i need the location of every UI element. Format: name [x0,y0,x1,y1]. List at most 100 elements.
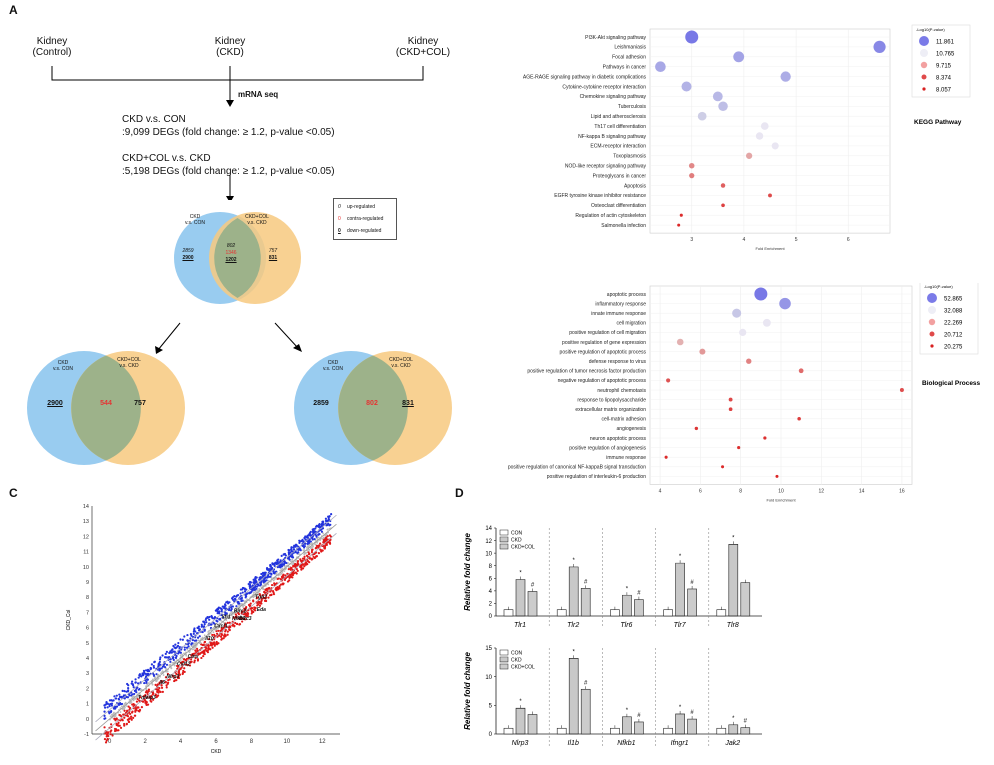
down-point [246,615,250,618]
up-point [169,660,172,663]
y-tick-label: 14 [83,504,89,510]
up-point [245,595,248,598]
enrichment-dot [712,91,723,102]
down-point [313,556,316,560]
flowchart-lines [51,66,424,200]
down-point [281,582,284,585]
neutral-point [135,697,137,700]
x-tick-label: 8 [739,488,742,494]
bar-ckd [675,562,685,617]
down-point [109,730,112,733]
up-point [143,681,146,685]
venn-arrows [155,322,302,354]
group-ckdcol-label: Kidney (CKD+COL) [395,36,451,58]
category-label: Salmonella infection [601,223,646,229]
down-point [158,681,161,684]
neutral-point [113,711,115,714]
legend-label: CKD+COL [511,545,535,551]
enrichment-dot [771,142,779,150]
y-tick-label: 10 [485,551,492,557]
x-tick-label: 4 [659,488,662,494]
enrichment-dot [768,193,772,198]
down-point [252,599,255,602]
down-point [181,671,185,675]
down-point [193,659,196,662]
up-point [273,564,276,568]
x-tick-label: 8 [250,739,254,745]
up-point [142,669,146,673]
bar-ckd [728,544,739,617]
bar-ckdcol [580,688,591,735]
down-point [177,670,180,673]
down-point [317,551,321,555]
gene-label: Clns [188,654,199,660]
down-point [319,542,322,545]
legend-down-label: down-regulated [347,228,382,234]
legend-dot [927,293,937,303]
down-point [211,633,214,637]
down-point [164,681,167,684]
up-point [313,538,316,541]
legend-swatch [499,529,509,536]
up-point [174,643,177,646]
up-point [202,625,205,628]
y-tick-label: 1 [86,702,89,708]
up-point [237,602,240,605]
up-point [164,652,167,656]
down-point [203,650,206,653]
down-point [157,689,160,692]
up-point [183,646,186,649]
bar-con [663,609,673,617]
gene-label: Tnfaip3 [138,695,156,701]
up-point [224,612,227,616]
up-point [231,605,234,608]
neutral-point [305,546,308,549]
down-point [123,724,126,727]
y-tick-label: 5 [489,704,493,710]
down-point [121,719,124,722]
neutral-point [186,648,189,651]
up-point [165,663,169,666]
up-point [316,525,319,528]
up-point [105,702,108,705]
neutral-point [238,604,240,607]
down-point [136,697,139,701]
up-point [196,636,200,639]
venn-main-left-label: CKD v.s. CON [185,214,205,226]
down-point [255,597,258,600]
up-point [175,656,178,660]
venn-left-left-count: 2900 [47,400,63,407]
neutral-point [215,628,218,631]
up-point [328,524,331,527]
enrichment-dot [689,172,695,179]
bar-ckd [515,579,526,617]
down-point [175,664,179,668]
up-point [220,608,223,611]
gene-label: Sfi1 [221,614,230,620]
neutral-point [109,715,112,718]
significance-star: * [519,699,522,705]
category-label: defense response to virus [589,359,647,365]
up-point [108,704,111,708]
down-point [213,644,216,647]
up-point [220,610,223,613]
neutral-point [291,558,294,561]
up-point [158,660,162,664]
enrichment-dot [745,152,753,159]
neutral-point [125,705,128,707]
up-point [270,573,273,576]
neutral-point [324,535,327,537]
neutral-point [310,547,313,550]
up-point [186,643,190,646]
up-point [265,579,268,582]
up-point [157,663,160,666]
up-point [185,646,189,649]
down-point [232,616,235,619]
x-tick-label: 10 [778,488,784,494]
neutral-point [242,606,244,608]
down-point [290,575,293,579]
y-tick-label: 9 [86,580,89,586]
category-label: neuron apoptotic process [590,436,647,442]
category-label: Th17 cell differentiation [594,124,646,130]
neutral-point [283,565,286,568]
